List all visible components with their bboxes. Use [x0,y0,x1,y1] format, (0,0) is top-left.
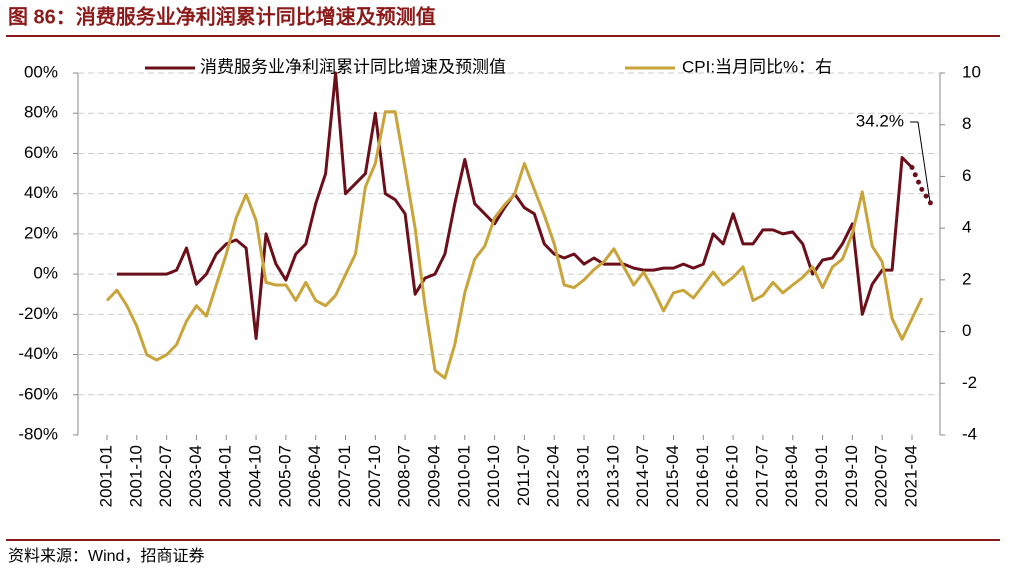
x-tick-label: 2008-07 [395,445,414,507]
y-tick-label: 40% [24,183,58,202]
x-tick-label: 2015-04 [663,445,682,507]
y-tick-label: 20% [24,223,58,242]
y-tick-label: 0% [33,264,58,283]
x-tick-label: 2005-07 [275,445,294,507]
x-tick-label: 2001-10 [126,445,145,507]
y2-tick-label: -2 [962,373,977,392]
y-tick-label: -40% [18,344,58,363]
y-tick-label: 60% [24,143,58,162]
x-tick-label: 2018-04 [782,445,801,507]
x-tick-label: 2002-07 [156,445,175,507]
x-tick-label: 2003-04 [186,445,205,507]
y2-tick-label: 8 [962,114,971,133]
x-tick-label: 2004-10 [246,445,265,507]
x-tick-label: 2014-07 [633,445,652,507]
forecast-line [909,165,935,208]
x-tick-label: 2007-01 [335,445,354,507]
x-tick-label: 2016-10 [723,445,742,507]
x-tick-label: 2013-10 [603,445,622,507]
y-tick-label: 80% [24,103,58,122]
source: 资料来源：Wind，招商证券 [8,547,204,565]
x-tick-label: 2021-04 [901,445,920,507]
series-line [105,110,924,380]
x-tick-label: 2016-01 [693,445,712,507]
y2-tick-label: -4 [962,424,977,443]
x-tick-label: 2017-07 [752,445,771,507]
x-tick-label: 2013-01 [574,445,593,507]
y2-tick-label: 10 [962,62,981,81]
x-tick-label: 2007-10 [365,445,384,507]
x-tick-label: 2011-07 [514,445,533,506]
y-tick-label: -80% [18,424,58,443]
y-tick-label: -20% [18,304,58,323]
x-tick-label: 2020-07 [872,445,891,507]
x-tick-label: 2019-01 [812,445,831,507]
legend-label: 消费服务业净利润累计同比增速及预测值 [200,57,506,76]
y2-tick-label: 4 [962,218,971,237]
x-tick-label: 2006-04 [305,445,324,507]
y2-tick-label: 0 [962,321,971,340]
x-tick-label: 2010-01 [454,445,473,507]
chart-title: 图 86：消费服务业净利润累计同比增速及预测值 [8,4,436,28]
x-tick-label: 2019-10 [842,445,861,507]
x-tick-label: 2009-04 [424,445,443,507]
y2-tick-label: 2 [962,269,971,288]
y2-tick-label: 6 [962,166,971,185]
x-tick-label: 2001-01 [96,445,115,507]
x-tick-label: 2004-01 [216,445,235,507]
legend-label: CPI:当月同比%：右 [682,57,832,76]
annotation-leader [917,121,931,202]
x-tick-label: 2010-10 [484,445,503,507]
y-tick-label: -60% [18,384,58,403]
y-tick-label: 00% [24,62,58,81]
x-tick-label: 2012-04 [544,445,563,507]
annotation: 34.2% [856,111,904,130]
